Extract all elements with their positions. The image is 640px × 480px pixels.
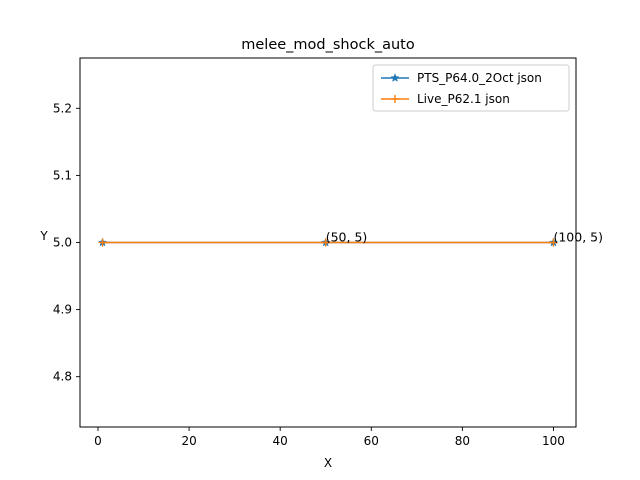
y-tick-label: 5.0 xyxy=(53,236,72,250)
legend-label: Live_P62.1 json xyxy=(417,92,510,106)
x-tick-label: 40 xyxy=(273,434,288,448)
y-tick-label: 4.9 xyxy=(53,303,72,317)
legend-marker xyxy=(391,95,399,103)
data-point xyxy=(549,238,558,247)
legend: PTS_P64.0_2Oct json Live_P62.1 json xyxy=(372,64,570,112)
data-point xyxy=(321,238,330,247)
legend-marker xyxy=(390,73,400,82)
chart-title: melee_mod_shock_auto xyxy=(241,37,415,53)
x-tick-label: 100 xyxy=(542,434,565,448)
y-tick-label: 5.2 xyxy=(53,101,72,115)
legend-box xyxy=(372,64,570,112)
series-2 xyxy=(98,238,558,247)
y-axis-label: Y xyxy=(39,229,48,243)
x-tick-label: 20 xyxy=(181,434,196,448)
y-tick-label: 4.8 xyxy=(53,370,72,384)
data-point xyxy=(98,238,107,247)
legend-label: PTS_P64.0_2Oct json xyxy=(417,71,542,85)
series-layer xyxy=(97,237,559,247)
point-annotation: (50, 5) xyxy=(326,230,368,245)
x-tick-label: 60 xyxy=(364,434,379,448)
plot-area: (50, 5) (100, 5) xyxy=(97,230,603,247)
y-axis-ticks: 4.8 4.9 5.0 5.1 5.2 xyxy=(53,101,80,384)
x-tick-label: 0 xyxy=(94,434,102,448)
annotation-layer: (50, 5) (100, 5) xyxy=(326,230,603,245)
point-annotation: (100, 5) xyxy=(553,230,603,245)
x-tick-label: 80 xyxy=(455,434,470,448)
y-tick-label: 5.1 xyxy=(53,168,72,182)
x-axis-label: X xyxy=(324,456,332,470)
legend-entry: Live_P62.1 json xyxy=(381,92,510,106)
legend-entry: PTS_P64.0_2Oct json xyxy=(381,71,542,85)
x-axis-ticks: 0 20 40 60 80 100 xyxy=(94,427,565,448)
